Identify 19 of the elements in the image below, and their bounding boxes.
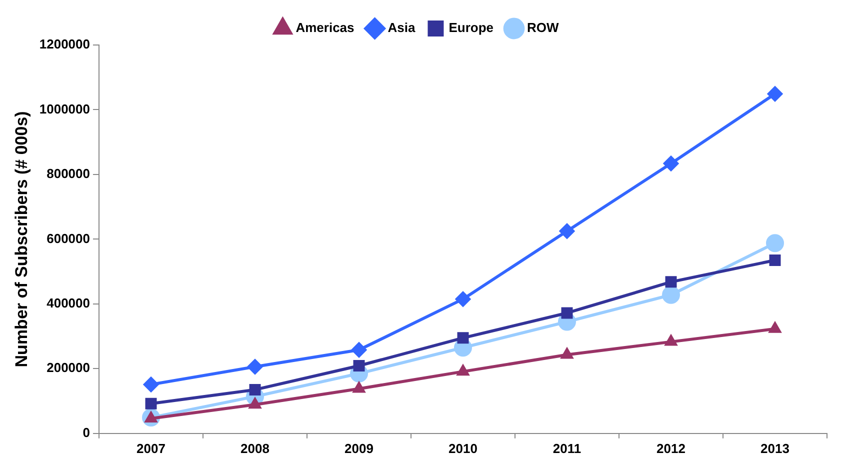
x-tick-label: 2013 bbox=[760, 440, 790, 456]
y-tick-label: 400000 bbox=[46, 296, 90, 311]
x-tick-label: 2009 bbox=[344, 440, 374, 456]
y-axis-title: Number of Subscribers (# 000s) bbox=[12, 111, 31, 368]
legend-label: ROW bbox=[527, 20, 560, 36]
y-tick-label: 1000000 bbox=[39, 101, 90, 116]
y-tick-label: 600000 bbox=[46, 230, 90, 246]
legend-label: Americas bbox=[296, 20, 354, 36]
x-tick-label: 2008 bbox=[240, 440, 270, 456]
legend-label: Europe bbox=[448, 20, 494, 36]
x-tick-label: 2007 bbox=[136, 440, 166, 456]
x-tick-label: 2011 bbox=[552, 440, 582, 456]
y-tick-label: 200000 bbox=[46, 360, 90, 376]
legend-label: Asia bbox=[388, 20, 416, 36]
x-tick-label: 2012 bbox=[656, 440, 686, 456]
y-tick-label: 0 bbox=[82, 424, 90, 440]
y-tick-label: 800000 bbox=[46, 166, 90, 182]
x-tick-label: 2010 bbox=[448, 440, 478, 456]
y-tick-label: 1200000 bbox=[39, 36, 90, 52]
